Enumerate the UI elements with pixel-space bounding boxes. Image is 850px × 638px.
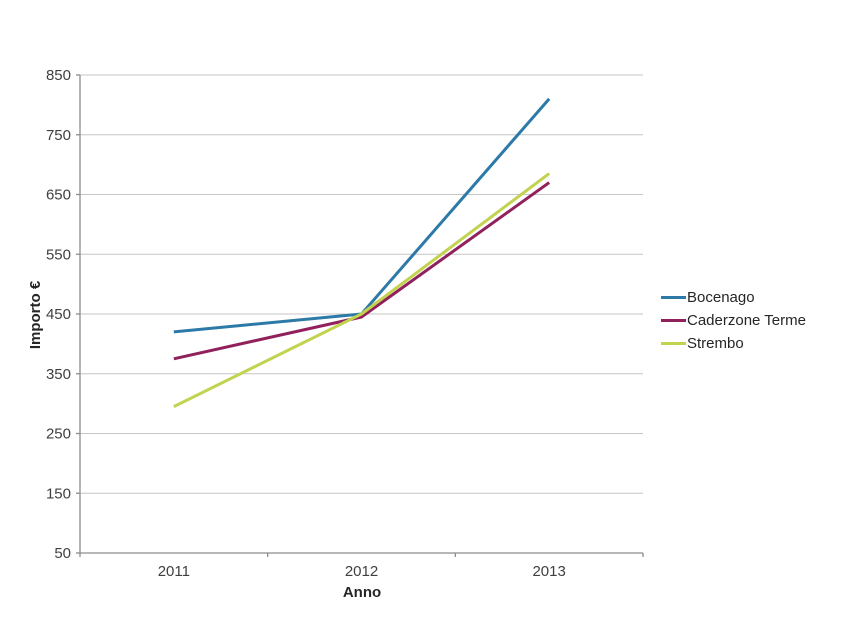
x-axis-title: Anno — [342, 584, 382, 601]
legend-line-swatch-bocenago — [661, 295, 686, 299]
legend-item-caderzone-terme: Caderzone Terme — [661, 311, 806, 329]
y-tick-label: 750 — [46, 127, 71, 144]
legend-label-caderzone-terme: Caderzone Terme — [687, 311, 806, 329]
y-axis-title: Importo € — [27, 280, 44, 350]
legend-label-bocenago: Bocenago — [687, 288, 755, 306]
y-tick-label: 450 — [46, 306, 71, 323]
y-tick-label: 650 — [46, 187, 71, 204]
legend: Bocenago Caderzone Terme Strembo — [661, 288, 806, 357]
y-tick-label: 550 — [46, 246, 71, 263]
series-line-strembo — [173, 172, 551, 408]
x-tick-label: 2011 — [158, 563, 190, 580]
y-tick-label: 50 — [54, 545, 71, 562]
legend-label-strembo: Strembo — [687, 334, 744, 352]
series-line-caderzone-terme — [173, 181, 551, 361]
x-tick-label: 2012 — [345, 563, 378, 580]
legend-item-bocenago: Bocenago — [661, 288, 806, 306]
legend-line-swatch-strembo — [661, 341, 686, 345]
y-tick-label: 850 — [46, 67, 71, 84]
y-tick-label: 350 — [46, 366, 71, 383]
legend-item-strembo: Strembo — [661, 334, 806, 352]
y-tick-label: 150 — [46, 485, 71, 502]
y-tick-label: 250 — [46, 426, 71, 443]
legend-line-swatch-caderzone-terme — [661, 318, 686, 322]
x-tick-label: 2013 — [532, 563, 565, 580]
